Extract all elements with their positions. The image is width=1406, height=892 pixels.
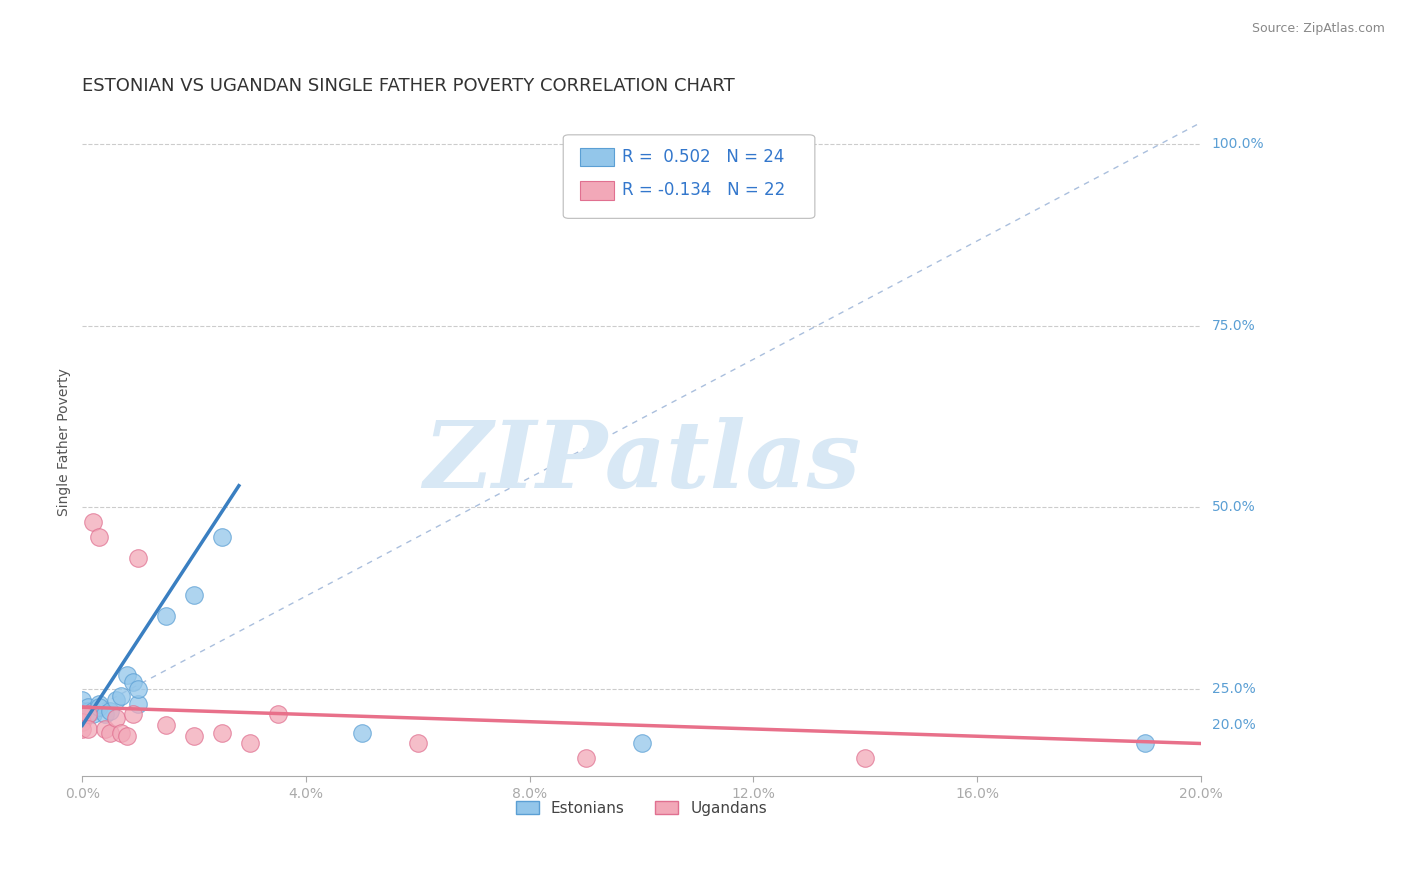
Text: 100.0%: 100.0% [1212,137,1264,152]
Point [239,737,262,751]
Point [82,707,104,722]
Point [77,707,100,722]
Text: Source: ZipAtlas.com: Source: ZipAtlas.com [1251,22,1385,36]
Point [72,714,94,729]
Point [853,751,876,765]
Point [72,722,94,736]
Point [406,737,429,751]
Text: R =  0.502   N = 24: R = 0.502 N = 24 [623,148,785,166]
Point [127,551,149,566]
Point [121,707,143,722]
Text: ZIPatlas: ZIPatlas [423,417,860,508]
Point [127,697,149,711]
Text: 50.0%: 50.0% [1212,500,1256,515]
Point [98,725,121,739]
Point [87,700,110,714]
Point [72,711,94,725]
Point [77,722,100,736]
Point [104,711,127,725]
Point [104,693,127,707]
Point [574,751,596,765]
Point [77,704,100,718]
Text: ESTONIAN VS UGANDAN SINGLE FATHER POVERTY CORRELATION CHART: ESTONIAN VS UGANDAN SINGLE FATHER POVERT… [83,78,735,95]
Point [121,674,143,689]
Y-axis label: Single Father Poverty: Single Father Poverty [58,368,72,516]
Point [72,693,94,707]
Point [115,729,138,743]
Point [211,725,233,739]
Point [82,515,104,529]
Point [155,609,177,624]
Point [72,704,94,718]
Point [110,725,132,739]
Point [183,588,205,602]
Point [115,667,138,681]
Point [93,707,115,722]
Point [87,530,110,544]
Point [350,725,373,739]
Point [127,681,149,696]
Point [1133,737,1156,751]
Text: 25.0%: 25.0% [1212,682,1256,696]
Point [77,707,100,722]
FancyBboxPatch shape [581,181,613,200]
Point [87,697,110,711]
Text: 20.0%: 20.0% [1212,718,1256,732]
Point [77,700,100,714]
Text: 75.0%: 75.0% [1212,319,1256,333]
Point [211,530,233,544]
Point [98,704,121,718]
Point [93,722,115,736]
Text: R = -0.134   N = 22: R = -0.134 N = 22 [623,181,786,199]
Point [183,729,205,743]
Point [630,737,652,751]
Point [72,707,94,722]
Point [110,690,132,704]
FancyBboxPatch shape [564,135,815,219]
FancyBboxPatch shape [581,147,613,166]
Point [267,707,290,722]
Point [155,718,177,732]
Point [82,704,104,718]
Legend: Estonians, Ugandans: Estonians, Ugandans [509,795,773,822]
